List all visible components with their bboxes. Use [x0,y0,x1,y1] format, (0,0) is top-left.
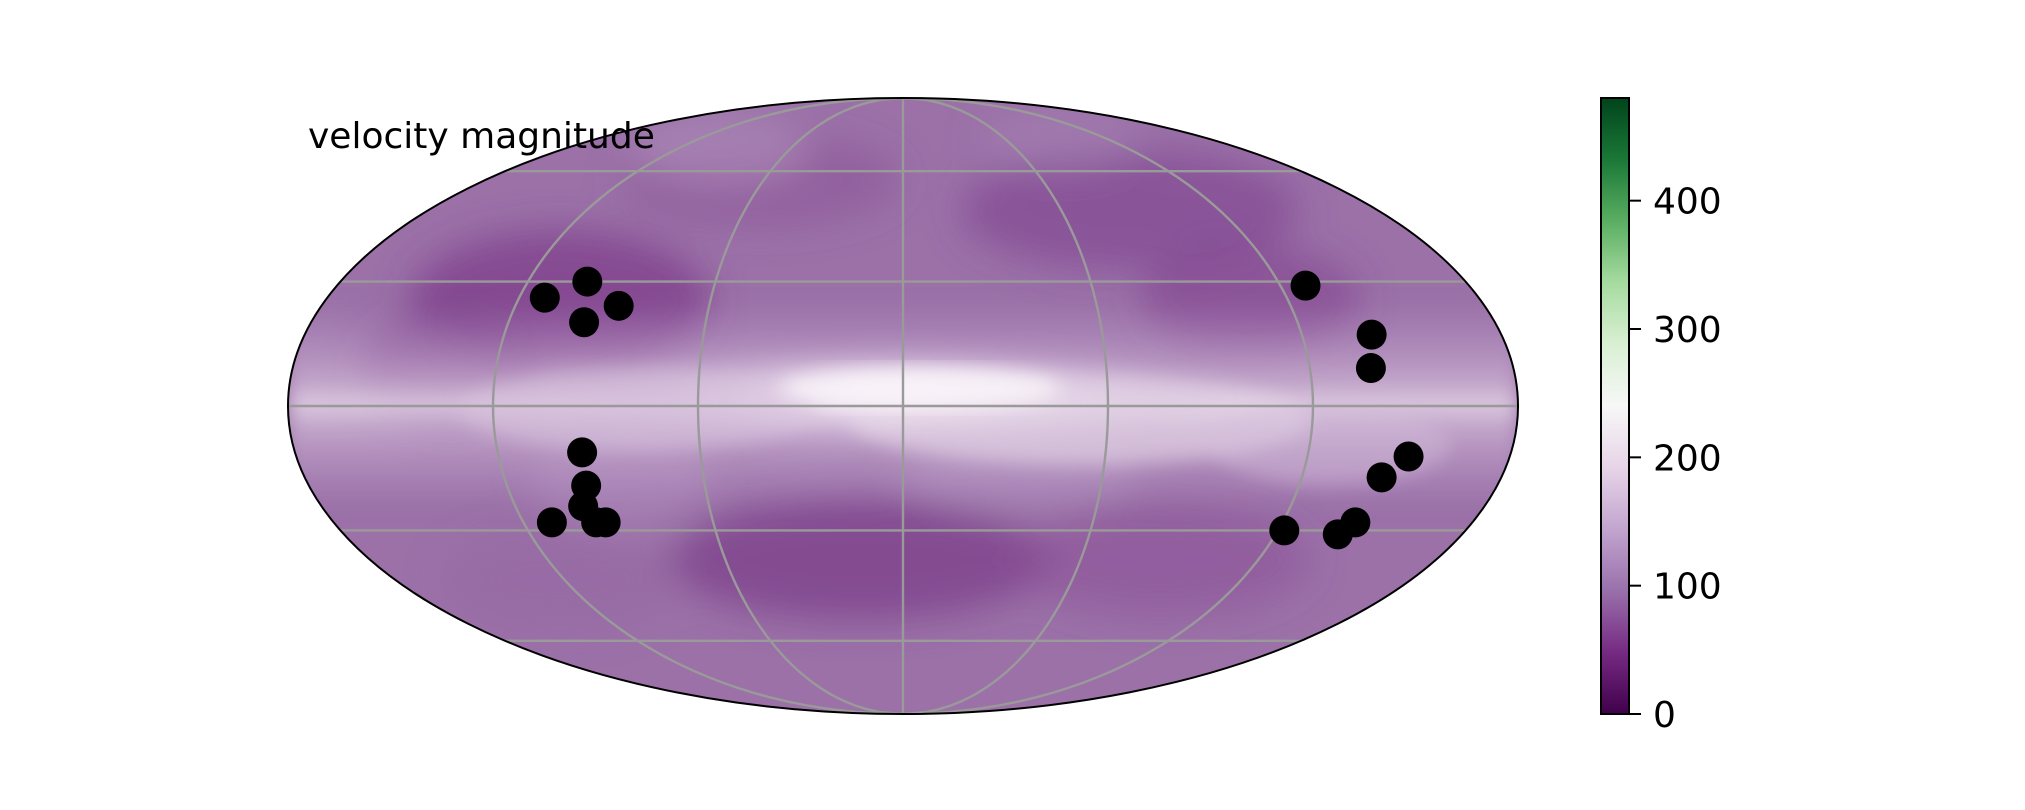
source-marker [1355,353,1386,384]
meridian-line [902,98,1110,714]
source-marker [603,290,634,321]
colorbar-frame [1600,97,1630,715]
source-marker [1356,319,1387,350]
source-marker [569,307,600,338]
mollweide-map [287,97,1519,715]
source-marker [567,437,598,468]
colorbar-tick-label: 300 [1653,310,1722,351]
source-marker [1290,270,1321,301]
source-marker [572,266,603,297]
colorbar-tick-label: 200 [1653,438,1722,479]
source-marker [1393,441,1424,472]
source-marker [1269,515,1300,546]
map-title: velocity magnitude [308,116,655,157]
source-marker [1322,519,1353,550]
map-outline [287,97,1519,715]
colorbar: 0 100 200 300 400 [1600,97,1722,736]
meridian-line [696,98,904,714]
colorbar-tick-label: 0 [1653,695,1676,736]
colorbar-tick-label: 100 [1653,567,1722,608]
source-markers [529,266,1424,550]
colorbar-gradient [1601,98,1629,714]
map-grid [288,98,1518,714]
colorbar-ticks: 0 100 200 300 400 [1629,182,1722,736]
source-marker [536,507,567,538]
source-marker [1366,462,1397,493]
source-marker [529,282,560,313]
meridian-line [902,98,1315,714]
colorbar-tick-label: 400 [1653,182,1722,223]
source-marker [590,507,621,538]
meridian-line [491,98,904,714]
